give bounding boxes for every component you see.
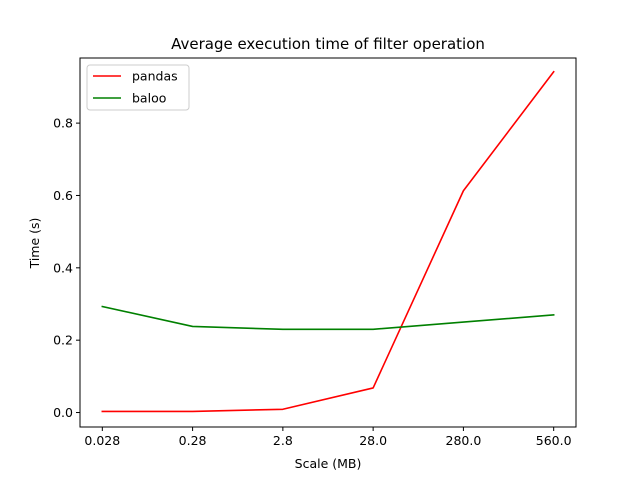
y-tick-label: 0.6 <box>53 188 73 203</box>
x-tick-label: 28.0 <box>359 433 387 448</box>
legend-label-baloo: baloo <box>132 91 166 106</box>
legend-label-pandas: pandas <box>132 69 178 84</box>
y-tick-label: 0.2 <box>53 333 73 348</box>
y-tick-label: 0.0 <box>53 405 73 420</box>
x-tick-label: 280.0 <box>446 433 482 448</box>
chart-title: Average execution time of filter operati… <box>171 35 485 53</box>
x-axis-label: Scale (MB) <box>295 456 362 471</box>
y-axis-label: Time (s) <box>27 218 42 270</box>
legend: pandas baloo <box>87 65 189 110</box>
x-tick-label: 2.8 <box>273 433 293 448</box>
x-tick-label: 0.28 <box>179 433 207 448</box>
x-tick-label: 560.0 <box>536 433 572 448</box>
y-tick-label: 0.4 <box>53 260 73 275</box>
x-tick-label: 0.028 <box>84 433 120 448</box>
y-tick-label: 0.8 <box>53 116 73 131</box>
